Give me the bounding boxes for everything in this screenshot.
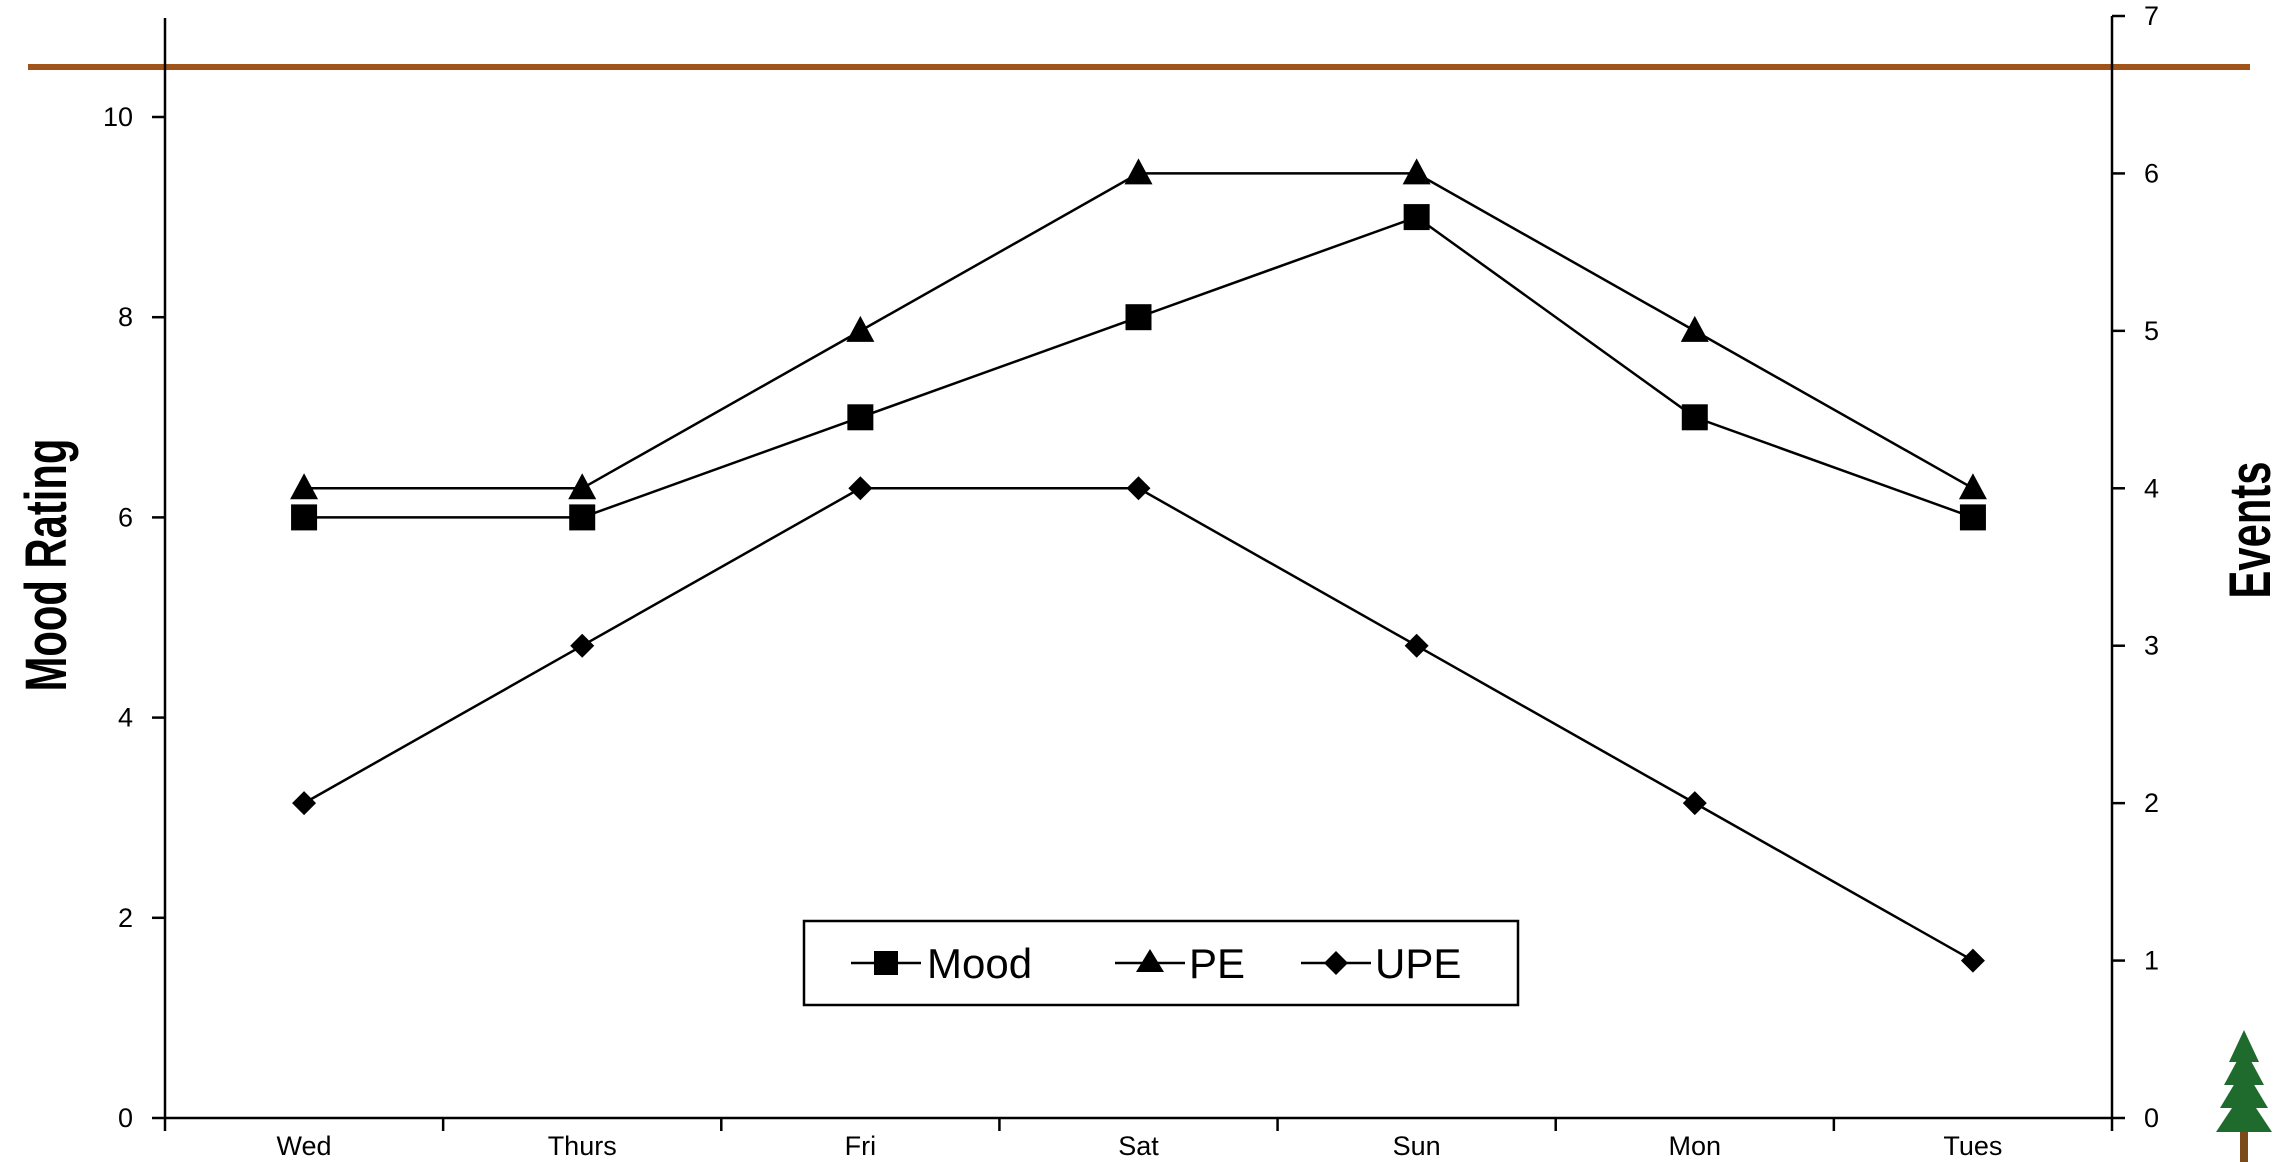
data-point-pe — [846, 315, 875, 342]
x-tick-label: Wed — [277, 1131, 332, 1161]
x-tick-label: Fri — [845, 1131, 876, 1161]
data-point-pe — [1124, 158, 1153, 185]
data-point-pe — [568, 473, 597, 500]
data-point-upe — [1960, 948, 1985, 973]
x-tick-label: Mon — [1669, 1131, 1722, 1161]
data-point-mood — [1403, 204, 1430, 231]
x-tick-label: Thurs — [548, 1131, 617, 1161]
series-mood — [291, 204, 1986, 531]
right-tick-label: 5 — [2144, 316, 2159, 346]
left-tick-label: 8 — [118, 302, 133, 332]
left-tick-label: 6 — [118, 502, 133, 532]
data-point-upe — [1126, 476, 1151, 501]
legend-label-upe: UPE — [1375, 940, 1461, 987]
legend-item-mood: Mood — [851, 940, 1032, 987]
legend-item-upe: UPE — [1301, 940, 1461, 987]
right-tick-label: 3 — [2144, 631, 2159, 661]
data-point-upe — [1682, 791, 1707, 816]
series-pe — [290, 158, 1987, 500]
data-point-mood — [847, 404, 874, 431]
left-tick-label: 2 — [118, 903, 133, 933]
left-tick-label: 4 — [118, 703, 133, 733]
legend: Mood PE UPE — [802, 919, 1520, 1007]
data-point-upe — [570, 633, 595, 658]
right-tick-label: 0 — [2144, 1103, 2159, 1133]
series-layer — [290, 158, 1987, 973]
pine-tree-icon — [2216, 1030, 2272, 1162]
series-line-pe — [304, 172, 1974, 490]
legend-label-mood: Mood — [927, 940, 1032, 987]
right-tick-label: 7 — [2144, 1, 2159, 31]
x-tick-label: Tues — [1943, 1131, 2002, 1161]
series-line-mood — [304, 215, 1974, 519]
legend-marker-upe — [1324, 951, 1348, 975]
series-line-upe — [303, 487, 1974, 962]
data-point-mood — [569, 504, 596, 531]
x-axis-ticks: Wed Thurs Fri Sat Sun Mon Tues — [163, 1118, 2114, 1161]
data-point-mood — [291, 504, 318, 531]
data-point-pe — [290, 473, 319, 500]
left-tick-label: 10 — [103, 102, 133, 132]
right-tick-label: 6 — [2144, 158, 2159, 188]
right-tick-label: 2 — [2144, 788, 2159, 818]
data-point-mood — [1959, 504, 1986, 531]
left-tick-label: 0 — [118, 1103, 133, 1133]
legend-marker-mood — [874, 951, 898, 975]
data-point-upe — [292, 791, 317, 816]
data-point-upe — [848, 476, 873, 501]
legend-item-pe: PE — [1115, 940, 1245, 987]
legend-label-pe: PE — [1189, 940, 1245, 987]
data-point-upe — [1404, 633, 1429, 658]
x-tick-label: Sat — [1118, 1131, 1159, 1161]
left-axis-ticks: 0 2 4 6 8 10 — [103, 102, 165, 1133]
data-point-pe — [1402, 158, 1431, 185]
data-point-pe — [1680, 315, 1709, 342]
series-upe — [292, 476, 1985, 973]
right-axis-ticks: 0 1 2 3 4 5 6 7 — [2112, 1, 2159, 1133]
data-point-pe — [1958, 473, 1987, 500]
legend-marker-pe — [1136, 949, 1164, 972]
x-tick-label: Sun — [1393, 1131, 1441, 1161]
left-axis-title: Mood Rating — [13, 439, 78, 692]
data-point-mood — [1681, 404, 1708, 431]
right-axis-title: Events — [2217, 462, 2282, 599]
right-tick-label: 1 — [2144, 946, 2159, 976]
data-point-mood — [1125, 304, 1152, 331]
right-tick-label: 4 — [2144, 473, 2159, 503]
